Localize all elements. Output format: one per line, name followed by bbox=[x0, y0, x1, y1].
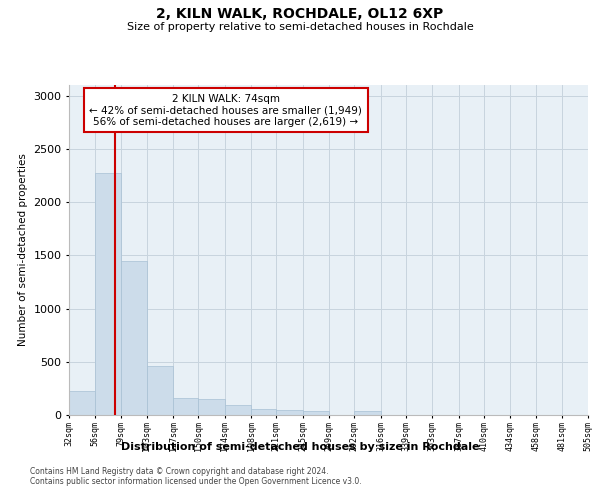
Bar bbox=[354, 410, 380, 415]
Bar bbox=[147, 366, 173, 415]
Text: 2 KILN WALK: 74sqm
← 42% of semi-detached houses are smaller (1,949)
56% of semi: 2 KILN WALK: 74sqm ← 42% of semi-detache… bbox=[89, 94, 362, 126]
Text: Contains HM Land Registry data © Crown copyright and database right 2024.: Contains HM Land Registry data © Crown c… bbox=[30, 467, 329, 476]
Bar bbox=[251, 409, 277, 415]
Bar bbox=[277, 410, 303, 415]
Bar bbox=[69, 390, 95, 415]
Bar bbox=[199, 399, 225, 415]
Bar bbox=[303, 410, 329, 415]
Text: Distribution of semi-detached houses by size in Rochdale: Distribution of semi-detached houses by … bbox=[121, 442, 479, 452]
Bar bbox=[95, 174, 121, 415]
Text: Size of property relative to semi-detached houses in Rochdale: Size of property relative to semi-detach… bbox=[127, 22, 473, 32]
Text: Contains public sector information licensed under the Open Government Licence v3: Contains public sector information licen… bbox=[30, 477, 362, 486]
Bar bbox=[173, 398, 199, 415]
Bar bbox=[225, 406, 251, 415]
Text: 2, KILN WALK, ROCHDALE, OL12 6XP: 2, KILN WALK, ROCHDALE, OL12 6XP bbox=[157, 8, 443, 22]
Bar bbox=[121, 260, 147, 415]
Y-axis label: Number of semi-detached properties: Number of semi-detached properties bbox=[17, 154, 28, 346]
